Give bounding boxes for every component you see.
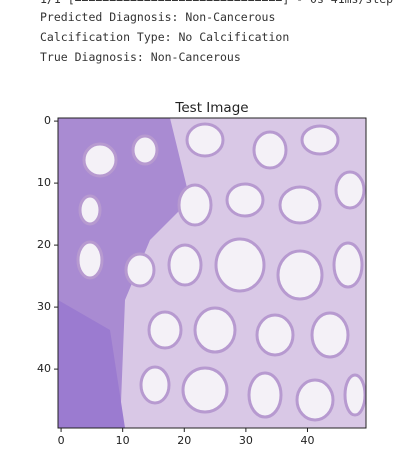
y-tick-label: 0	[44, 114, 51, 127]
x-tick-label: 30	[239, 434, 253, 447]
output-line: Calcification Type: No Calcification	[40, 30, 290, 44]
output-line: 1/1 [==============================] - 0…	[40, 0, 393, 6]
axes-frame	[57, 117, 367, 429]
image	[58, 118, 366, 428]
plot-title: Test Image	[174, 100, 248, 116]
output-line: True Diagnosis: Non-Cancerous	[40, 50, 241, 64]
x-tick-label: 40	[300, 434, 314, 447]
y-tick-label: 30	[37, 300, 51, 313]
y-tick-label: 40	[37, 362, 51, 375]
y-tick-label: 10	[37, 176, 51, 189]
x-tick-label: 0	[58, 434, 65, 447]
output-line: Predicted Diagnosis: Non-Cancerous	[40, 10, 276, 24]
x-tick-label: 20	[177, 434, 191, 447]
y-tick-label: 20	[37, 238, 51, 251]
x-tick-label: 10	[116, 434, 130, 447]
